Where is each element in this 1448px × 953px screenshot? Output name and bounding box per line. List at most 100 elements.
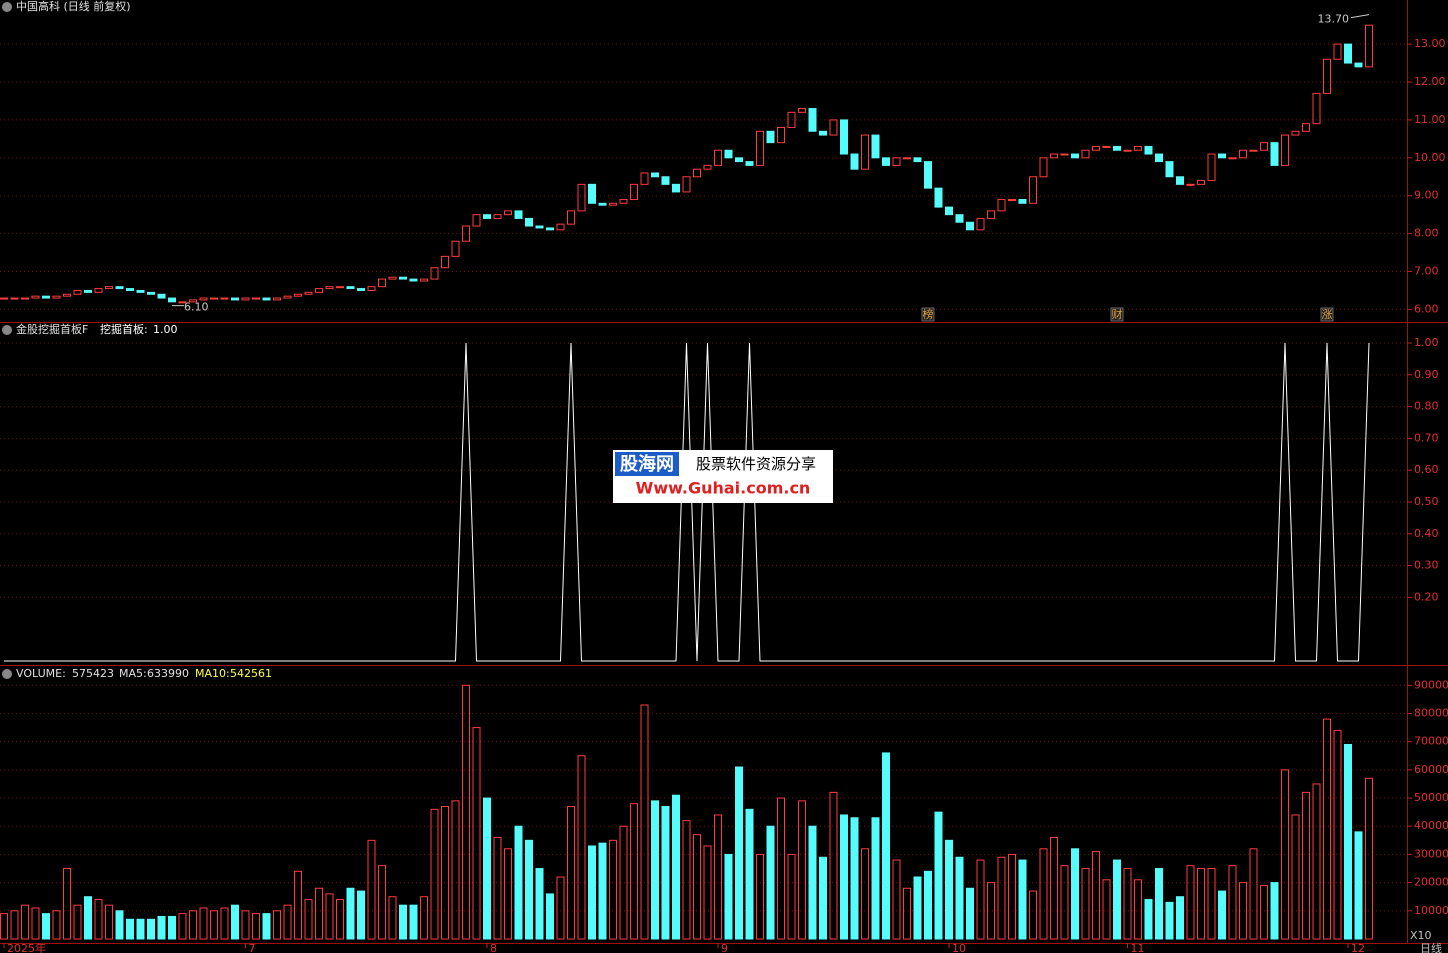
volume-bar bbox=[1239, 882, 1247, 940]
volume-bar bbox=[693, 834, 701, 940]
candle bbox=[346, 286, 355, 290]
ma5-value: 633990 bbox=[147, 667, 189, 680]
chart-title: 中国高科 (日线 前复权) bbox=[16, 0, 131, 13]
unit-label: X10 bbox=[1410, 929, 1432, 942]
y-tick-label: 12.00 bbox=[1414, 75, 1446, 88]
volume-bar bbox=[1207, 868, 1216, 940]
candle bbox=[1197, 180, 1205, 185]
candle bbox=[367, 286, 376, 291]
candle bbox=[882, 157, 890, 166]
volume-bar bbox=[105, 904, 113, 940]
candle bbox=[1029, 176, 1037, 204]
volume-bar bbox=[168, 915, 176, 940]
event-label: 榜 bbox=[923, 307, 934, 321]
volume-bar bbox=[714, 814, 722, 940]
volume-bar bbox=[1344, 743, 1352, 940]
candle bbox=[315, 288, 323, 293]
candle bbox=[1239, 149, 1247, 159]
candle bbox=[220, 297, 229, 300]
candle bbox=[850, 153, 859, 170]
candle bbox=[735, 157, 743, 163]
candle bbox=[493, 214, 502, 219]
candle bbox=[283, 295, 292, 299]
candle bbox=[1092, 145, 1100, 151]
candle bbox=[1228, 157, 1237, 160]
candle bbox=[1323, 58, 1331, 94]
candle bbox=[682, 176, 691, 193]
volume-bar bbox=[115, 910, 124, 940]
x-tick-label: 11 bbox=[1131, 942, 1145, 953]
volume-bar bbox=[567, 806, 575, 940]
volume-bar bbox=[241, 910, 250, 940]
candle bbox=[63, 293, 71, 297]
volume-bar bbox=[850, 817, 859, 940]
volume-bar bbox=[94, 899, 103, 940]
volume-bar bbox=[1081, 868, 1090, 940]
volume-bar bbox=[84, 896, 92, 940]
candle bbox=[1123, 149, 1132, 152]
volume-bar bbox=[1312, 783, 1321, 940]
volume-bar bbox=[798, 800, 806, 940]
candle bbox=[1008, 199, 1016, 202]
event-label: 涨 bbox=[1322, 308, 1333, 321]
menu-icon[interactable] bbox=[2, 325, 12, 335]
candle bbox=[472, 214, 481, 227]
candle bbox=[294, 293, 302, 297]
candle bbox=[1144, 145, 1153, 155]
candle bbox=[997, 199, 1006, 212]
volume-bar bbox=[136, 918, 145, 940]
volume-bar bbox=[1260, 884, 1268, 940]
volume-bar bbox=[262, 913, 271, 940]
volume-bar bbox=[1155, 868, 1163, 940]
volume-bar bbox=[157, 915, 166, 940]
volume-label: VOLUME: bbox=[16, 667, 66, 680]
candle bbox=[1249, 149, 1258, 152]
volume-bar bbox=[472, 727, 481, 940]
volume-bar bbox=[1176, 896, 1184, 940]
volume-bar bbox=[304, 899, 313, 940]
candle bbox=[378, 278, 386, 288]
volume-bar bbox=[976, 859, 985, 940]
candle bbox=[1155, 153, 1163, 163]
volume-bar bbox=[840, 814, 848, 940]
volume-bar bbox=[1060, 865, 1069, 940]
volume-bar bbox=[220, 907, 229, 940]
volume-bar bbox=[735, 766, 743, 940]
candle bbox=[934, 187, 943, 208]
menu-icon[interactable] bbox=[2, 669, 12, 679]
candle bbox=[31, 295, 40, 299]
volume-bar bbox=[997, 856, 1006, 940]
volume-bar bbox=[1218, 890, 1226, 940]
candle bbox=[1281, 134, 1289, 166]
volume-bar bbox=[493, 837, 502, 940]
candle bbox=[399, 276, 407, 280]
watermark-slogan: 股票软件资源分享 bbox=[696, 455, 816, 473]
watermark-brand-box bbox=[615, 452, 679, 476]
volume-bar bbox=[1113, 859, 1121, 940]
candle bbox=[1312, 92, 1321, 125]
candle bbox=[672, 183, 680, 193]
candle bbox=[1050, 153, 1058, 159]
volume-bar bbox=[1134, 879, 1142, 940]
volume-bar bbox=[1197, 868, 1205, 940]
indicator-value: 1.00 bbox=[153, 323, 178, 336]
candle bbox=[703, 164, 712, 170]
candle bbox=[199, 297, 208, 301]
x-tick-label: 8 bbox=[490, 942, 497, 953]
candle bbox=[693, 168, 701, 178]
candle bbox=[903, 157, 911, 160]
candle bbox=[430, 267, 439, 280]
candle bbox=[1365, 24, 1373, 68]
candle bbox=[955, 214, 964, 223]
volume-bar bbox=[1123, 868, 1132, 940]
volume-bar bbox=[1228, 865, 1237, 940]
volume-bar bbox=[231, 904, 239, 940]
candle bbox=[609, 202, 617, 206]
x-tick-label: 9 bbox=[721, 942, 728, 953]
volume-bar bbox=[315, 887, 323, 940]
volume-bar bbox=[955, 856, 964, 940]
volume-bar bbox=[1039, 848, 1048, 940]
volume-bar bbox=[882, 752, 890, 940]
y-tick-label: 0.30 bbox=[1414, 559, 1439, 572]
menu-icon[interactable] bbox=[2, 2, 12, 12]
